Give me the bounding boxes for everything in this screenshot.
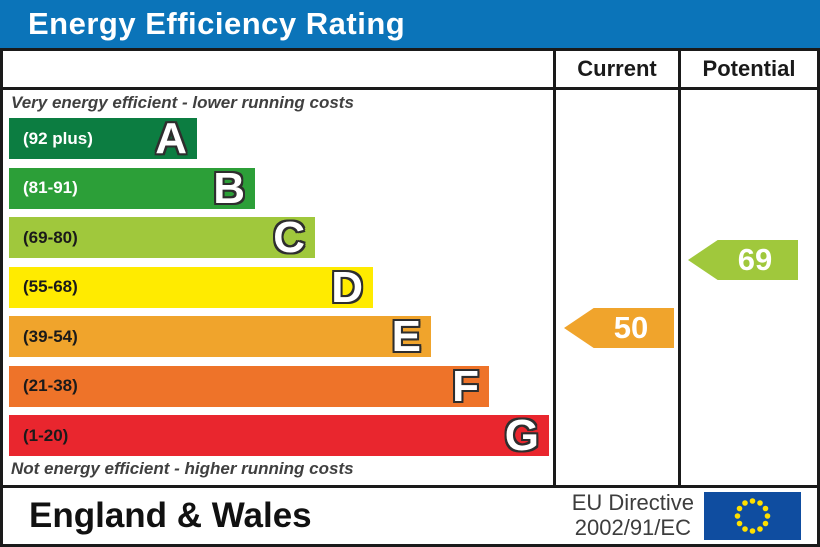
rating-table: Current Potential Very energy efficient …	[0, 48, 820, 488]
potential-rating-arrow: 69	[688, 240, 798, 280]
band-range-label: (92 plus)	[23, 128, 93, 148]
band-letter: C	[273, 213, 305, 262]
eu-directive-line2: 2002/91/EC	[574, 515, 691, 540]
band-range-label: (55-68)	[23, 277, 78, 296]
potential-column: 69	[681, 90, 817, 485]
potential-column-header: Potential	[702, 56, 796, 81]
current-column: 50	[556, 90, 681, 485]
band-f: (21-38) F	[9, 361, 489, 411]
band-range-label: (81-91)	[23, 178, 78, 197]
potential-rating-value: 69	[737, 242, 773, 277]
band-letter: G	[504, 411, 539, 460]
band-range-label: (21-38)	[23, 376, 78, 395]
band-b: (81-91) B	[9, 163, 255, 213]
footer-bar: England & Wales EU Directive 2002/91/EC	[0, 488, 820, 547]
title-bar: Energy Efficiency Rating	[0, 0, 820, 48]
band-c: (69-80) C	[9, 213, 315, 262]
page-title: Energy Efficiency Rating	[28, 6, 406, 41]
band-letter: F	[452, 361, 479, 411]
current-rating-arrow: 50	[564, 308, 674, 348]
current-column-header: Current	[556, 51, 681, 87]
band-letter: B	[213, 163, 245, 213]
band-g: (1-20) G	[9, 411, 549, 460]
band-range-label: (1-20)	[23, 425, 69, 445]
band-a: (92 plus) A	[9, 114, 197, 163]
bottom-caption: Not energy efficient - higher running co…	[11, 459, 354, 478]
bands-header-spacer	[3, 51, 556, 87]
band-range-label: (39-54)	[23, 326, 78, 346]
region-label: England & Wales	[29, 496, 312, 535]
table-header-row: Current Potential	[3, 51, 817, 90]
band-e: (39-54) E	[9, 312, 431, 361]
band-d: (55-68) D	[9, 262, 373, 312]
band-letter: E	[391, 312, 421, 361]
band-letter: A	[155, 114, 187, 163]
eu-directive-line1: EU Directive	[571, 490, 694, 516]
bands-area: Very energy efficient - lower running co…	[3, 90, 556, 485]
band-range-label: (69-80)	[23, 227, 78, 247]
table-body-row: Very energy efficient - lower running co…	[3, 90, 817, 485]
eu-flag-icon	[704, 492, 801, 540]
current-rating-value: 50	[613, 310, 649, 345]
band-letter: D	[331, 262, 363, 312]
top-caption: Very energy efficient - lower running co…	[11, 93, 354, 112]
eu-directive-label: EU Directive 2002/91/EC	[572, 491, 694, 540]
